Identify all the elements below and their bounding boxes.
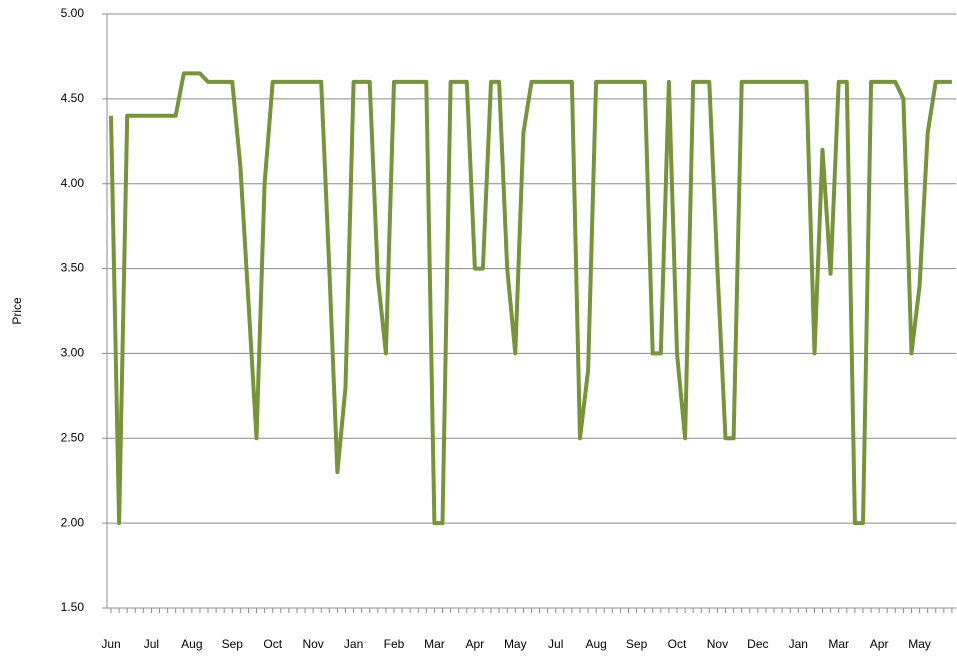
y-tick-label: 3.50 <box>61 261 85 275</box>
y-tick-label: 4.00 <box>61 176 85 190</box>
x-tick-label: Mar <box>828 637 849 651</box>
x-tick-label: Aug <box>585 637 606 651</box>
y-tick-label: 3.00 <box>61 346 85 360</box>
x-tick-label: Jul <box>548 637 563 651</box>
x-tick-label: Jun <box>101 637 120 651</box>
x-tick-label: May <box>908 637 931 651</box>
x-tick-label: Feb <box>384 637 405 651</box>
y-tick-label: 2.50 <box>61 430 85 444</box>
y-tick-label: 2.00 <box>61 515 85 529</box>
x-tick-label: Dec <box>747 637 768 651</box>
x-tick-label: Oct <box>263 637 282 651</box>
x-tick-label: Nov <box>707 637 728 651</box>
x-tick-label: Apr <box>466 637 485 651</box>
y-tick-label: 5.00 <box>61 6 85 20</box>
x-tick-label: Apr <box>870 637 889 651</box>
x-tick-label: Oct <box>668 637 687 651</box>
y-tick-label: 1.50 <box>61 600 85 614</box>
y-tick-label: 4.50 <box>61 91 85 105</box>
x-tick-label: Nov <box>302 637 323 651</box>
x-tick-label: Mar <box>424 637 445 651</box>
price-line <box>109 71 952 526</box>
x-tick-label: Sep <box>626 637 648 651</box>
x-tick-label: May <box>504 637 527 651</box>
x-tick-label: Jan <box>344 637 363 651</box>
x-tick-label: Aug <box>181 637 202 651</box>
x-tick-label: Jan <box>789 637 808 651</box>
x-tick-label: Jul <box>144 637 159 651</box>
y-axis-label: Price <box>10 297 24 325</box>
x-tick-label: Sep <box>222 637 244 651</box>
